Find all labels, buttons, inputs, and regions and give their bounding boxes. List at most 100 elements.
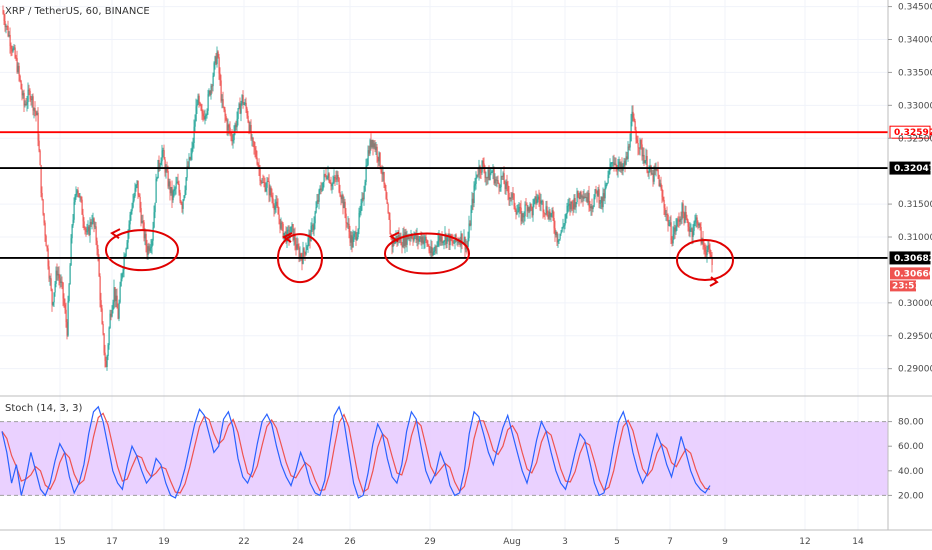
candle-body (152, 227, 154, 241)
candle-body (629, 141, 631, 148)
candle-body (275, 201, 277, 206)
candle-body (123, 256, 125, 270)
candle-body (313, 223, 315, 231)
candle-body (38, 140, 40, 151)
candle-body (406, 234, 408, 245)
candle-body (475, 177, 477, 184)
candle-body (554, 228, 556, 235)
candle-body (136, 180, 138, 185)
candle-body (611, 162, 613, 164)
candle-body (294, 234, 296, 245)
candle-body (256, 157, 258, 164)
candle-body (689, 229, 691, 232)
candle-body (335, 178, 337, 180)
candle-body (464, 236, 466, 250)
candle-body (52, 302, 54, 305)
stoch-tick-label: 80.00 (898, 418, 924, 428)
candle-body (217, 51, 219, 58)
candle-body (317, 200, 319, 202)
candle-body (281, 222, 283, 224)
candle-body (180, 201, 182, 204)
price-tick-label: 0.33500 (898, 68, 932, 78)
candle-body (246, 108, 248, 116)
candle-body (497, 180, 499, 184)
candle-body (540, 201, 542, 204)
candle-body (155, 178, 157, 203)
candle-body (359, 211, 361, 213)
candle-body (264, 182, 266, 192)
candle-body (31, 96, 33, 101)
stoch-band-fill (0, 421, 888, 496)
candle-body (219, 73, 221, 81)
candle-body (174, 188, 176, 190)
candle-body (90, 221, 92, 225)
candle-body (342, 195, 344, 209)
candle-body (18, 65, 20, 76)
candle-body (477, 174, 479, 176)
candle-body (99, 276, 101, 301)
candle-body (562, 226, 564, 228)
candle-body (305, 249, 307, 255)
candle-body (691, 228, 693, 237)
candle-body (105, 361, 107, 368)
candle-body (253, 141, 255, 148)
candle-body (522, 213, 524, 218)
candle-body (413, 236, 415, 241)
candle-body (443, 240, 445, 242)
candle-body (442, 241, 444, 243)
candle-body (213, 63, 215, 76)
candle-body (705, 252, 707, 256)
candle-body (397, 234, 399, 241)
candle-body (545, 206, 547, 214)
candle-body (9, 34, 11, 47)
candle-body (244, 102, 246, 105)
candle-body (21, 89, 23, 96)
candle-body (556, 232, 558, 243)
candle-body (166, 168, 168, 171)
candle-body (599, 202, 601, 204)
candle-body (103, 333, 105, 353)
candle-body (655, 168, 657, 171)
candle-body (408, 237, 410, 240)
candle-body (410, 235, 412, 239)
candle-body (639, 139, 641, 149)
candle-body (292, 224, 294, 241)
candle-body (235, 124, 237, 128)
candle-body (44, 222, 46, 236)
candle-body (151, 240, 153, 247)
candle-body (663, 199, 665, 208)
candle-body (118, 302, 120, 319)
candle-body (67, 300, 69, 336)
price-tick-label: 0.30000 (898, 299, 932, 309)
candle-body (216, 51, 218, 65)
candle-body (76, 190, 78, 194)
candle-body (564, 218, 566, 226)
stoch-band (0, 421, 888, 496)
candle-body (400, 236, 402, 246)
candle-body (109, 313, 111, 329)
candle-body (84, 228, 86, 229)
candle-body (218, 57, 220, 74)
candle-body (252, 137, 254, 142)
candle-body (61, 281, 63, 283)
candle-body (558, 239, 560, 241)
candle-body (168, 181, 170, 187)
candle-body (208, 90, 210, 95)
candle-body (628, 146, 630, 148)
candle-body (83, 221, 85, 229)
candle-body (127, 231, 129, 243)
candle-body (665, 214, 667, 215)
candle-body (396, 235, 398, 241)
candle-body (531, 207, 533, 216)
candle-body (505, 181, 507, 189)
candle-body (510, 197, 512, 199)
candle-body (651, 173, 653, 175)
candle-body (107, 345, 109, 357)
candle-body (492, 169, 494, 172)
candle-body (667, 214, 669, 226)
candle-body (458, 241, 460, 243)
candle-body (365, 165, 367, 183)
candle-body (502, 173, 504, 177)
candle-body (693, 222, 695, 231)
candle-body (620, 163, 622, 168)
